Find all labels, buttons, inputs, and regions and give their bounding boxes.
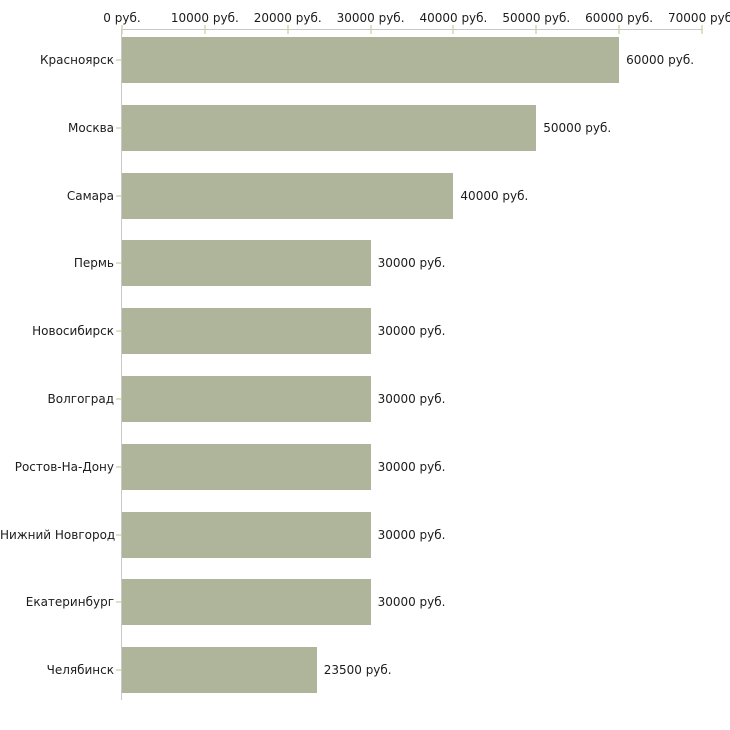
category-label: Красноярск bbox=[40, 53, 114, 67]
x-tick-label: 10000 руб. bbox=[170, 11, 239, 25]
x-tick-label: 40000 руб. bbox=[419, 11, 488, 25]
value-label: 60000 руб. bbox=[626, 53, 695, 67]
bar bbox=[122, 104, 537, 151]
category-tick bbox=[116, 465, 121, 468]
category-tick bbox=[116, 330, 121, 333]
value-label: 30000 руб. bbox=[377, 256, 446, 271]
value-label: 30000 руб. bbox=[377, 459, 446, 474]
category-label: Самара bbox=[66, 188, 114, 203]
bar bbox=[122, 37, 620, 83]
category-tick bbox=[116, 59, 121, 61]
x-tick-label: 50000 руб. bbox=[502, 11, 571, 25]
category-tick bbox=[116, 126, 121, 129]
value-label: 30000 руб. bbox=[377, 392, 446, 406]
category-label: Пермь bbox=[73, 256, 114, 271]
bar bbox=[122, 308, 371, 355]
category-label: Москва bbox=[68, 120, 114, 135]
category-tick bbox=[116, 601, 121, 604]
bar bbox=[122, 240, 371, 287]
category-tick bbox=[116, 262, 121, 265]
value-label: 40000 руб. bbox=[460, 188, 529, 203]
category-tick bbox=[116, 669, 121, 672]
category-label: Волгоград bbox=[47, 392, 114, 406]
category-tick bbox=[116, 533, 121, 536]
x-tick-label: 70000 руб. bbox=[668, 11, 730, 25]
value-label: 30000 руб. bbox=[377, 324, 446, 339]
category-label: Ростов-На-Дону bbox=[14, 459, 114, 474]
category-tick bbox=[116, 194, 121, 197]
y-axis-line bbox=[121, 29, 122, 700]
value-label: 30000 руб. bbox=[377, 527, 446, 542]
category-tick bbox=[116, 398, 121, 400]
bar bbox=[122, 172, 454, 219]
bar bbox=[122, 647, 317, 694]
value-label: 30000 руб. bbox=[377, 595, 446, 610]
bar bbox=[122, 511, 371, 558]
x-tick-label: 60000 руб. bbox=[585, 11, 654, 25]
x-tick-label: 0 руб. bbox=[103, 11, 141, 25]
category-label: Новосибирск bbox=[32, 324, 114, 339]
x-axis-line bbox=[122, 29, 703, 30]
bar bbox=[122, 376, 371, 422]
value-label: 50000 руб. bbox=[543, 120, 612, 135]
x-tick-label: 20000 руб. bbox=[253, 11, 322, 25]
value-label: 23500 руб. bbox=[323, 663, 392, 678]
bar bbox=[122, 443, 371, 490]
category-label: Челябинск bbox=[46, 663, 114, 678]
category-label: Нижний Новгород bbox=[0, 527, 116, 542]
x-tick-label: 30000 руб. bbox=[336, 11, 405, 25]
category-label: Екатеринбург bbox=[25, 595, 114, 610]
bar bbox=[122, 579, 371, 626]
